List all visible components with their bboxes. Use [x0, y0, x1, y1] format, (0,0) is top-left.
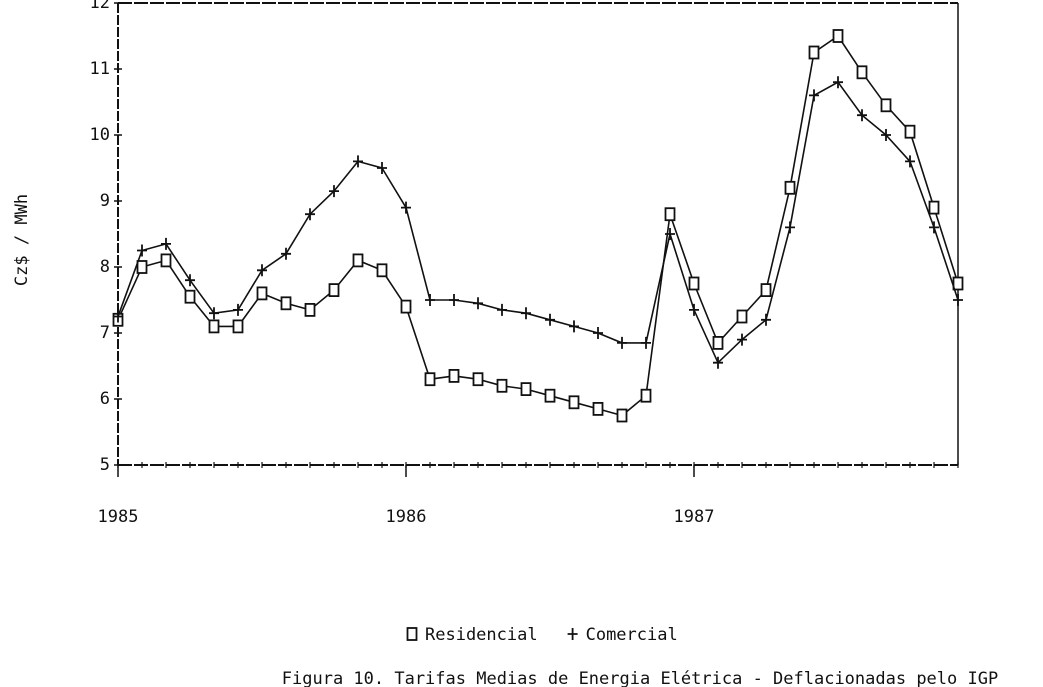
marker-plus [953, 294, 963, 306]
marker-plus [833, 76, 843, 89]
marker-square [376, 263, 388, 278]
x-tick-label: 1985 [98, 507, 139, 527]
marker-square [616, 408, 628, 423]
series [112, 29, 964, 423]
marker-square [448, 368, 460, 383]
marker-square [352, 253, 364, 268]
marker-square [568, 395, 580, 410]
series-line [117, 81, 959, 365]
marker-plus [521, 307, 531, 320]
legend-label: Residencial [425, 625, 538, 645]
marker-square [880, 98, 892, 113]
marker-plus [641, 336, 651, 349]
marker-plus [161, 237, 171, 250]
marker-plus [233, 303, 243, 316]
marker-plus [569, 320, 579, 333]
marker-square [496, 378, 508, 393]
marker-square [904, 124, 916, 139]
y-tick-label: 11 [90, 59, 110, 79]
marker-square [736, 309, 748, 324]
y-tick-label: 12 [90, 0, 110, 13]
marker-plus [567, 628, 578, 640]
marker-plus [881, 129, 891, 141]
marker-plus [737, 333, 747, 346]
marker-plus [497, 303, 507, 316]
marker-square [304, 302, 316, 317]
marker-plus [593, 327, 603, 339]
marker-square [784, 180, 796, 195]
marker-plus [401, 201, 411, 214]
marker-plus [617, 336, 627, 349]
marker-square [280, 296, 292, 311]
marker-square [184, 289, 196, 304]
marker-plus [689, 303, 699, 316]
marker-plus [257, 264, 267, 277]
y-tick-label: 9 [100, 191, 110, 211]
marker-plus [665, 228, 675, 240]
marker-square [664, 207, 676, 222]
marker-square [832, 29, 844, 43]
marker-plus [353, 155, 363, 168]
y-tick-label: 6 [100, 389, 110, 409]
y-tick-label: 7 [100, 323, 110, 343]
marker-plus [377, 162, 387, 174]
marker-square [808, 45, 820, 60]
caption: Figura 10. Tarifas Medias de Energia Elé… [282, 669, 998, 687]
marker-square [232, 319, 244, 334]
marker-square [520, 382, 532, 397]
series-line [117, 34, 959, 417]
marker-square [160, 253, 172, 268]
marker-square [208, 319, 220, 334]
marker-plus [713, 356, 723, 369]
marker-square [952, 276, 964, 291]
marker-plus [305, 208, 315, 221]
marker-plus [929, 221, 939, 234]
marker-square [640, 388, 652, 403]
marker-plus [185, 274, 195, 287]
marker-square [712, 335, 724, 350]
marker-plus [113, 310, 123, 323]
marker-plus [545, 313, 555, 326]
marker-plus [209, 307, 219, 320]
y-axis-label: Cz$ / MWh [12, 194, 32, 286]
marker-square [328, 283, 340, 298]
marker-plus [857, 109, 867, 122]
y-tick-label: 5 [100, 455, 110, 475]
marker-plus [785, 221, 795, 234]
x-tick-label: 1987 [674, 507, 715, 527]
marker-square [688, 276, 700, 291]
marker-square [592, 401, 604, 416]
marker-square [424, 372, 436, 387]
marker-plus [281, 247, 291, 260]
marker-square [928, 200, 940, 215]
series [113, 76, 963, 369]
marker-plus [761, 313, 771, 326]
marker-plus [905, 155, 915, 168]
legend-label: Comercial [586, 625, 678, 645]
marker-square [136, 260, 148, 274]
x-tick-label: 1986 [386, 507, 427, 527]
marker-square [256, 286, 268, 301]
marker-square [400, 299, 412, 314]
marker-square [856, 65, 868, 80]
marker-plus [809, 89, 819, 102]
marker-plus [425, 294, 435, 306]
marker-square [544, 388, 556, 403]
marker-square [760, 283, 772, 298]
y-tick-label: 8 [100, 257, 110, 277]
marker-plus [473, 297, 483, 310]
marker-square [406, 627, 418, 641]
marker-plus [449, 294, 459, 306]
y-tick-label: 10 [90, 125, 110, 145]
marker-plus [137, 244, 147, 257]
marker-plus [329, 185, 339, 198]
marker-square [472, 372, 484, 387]
